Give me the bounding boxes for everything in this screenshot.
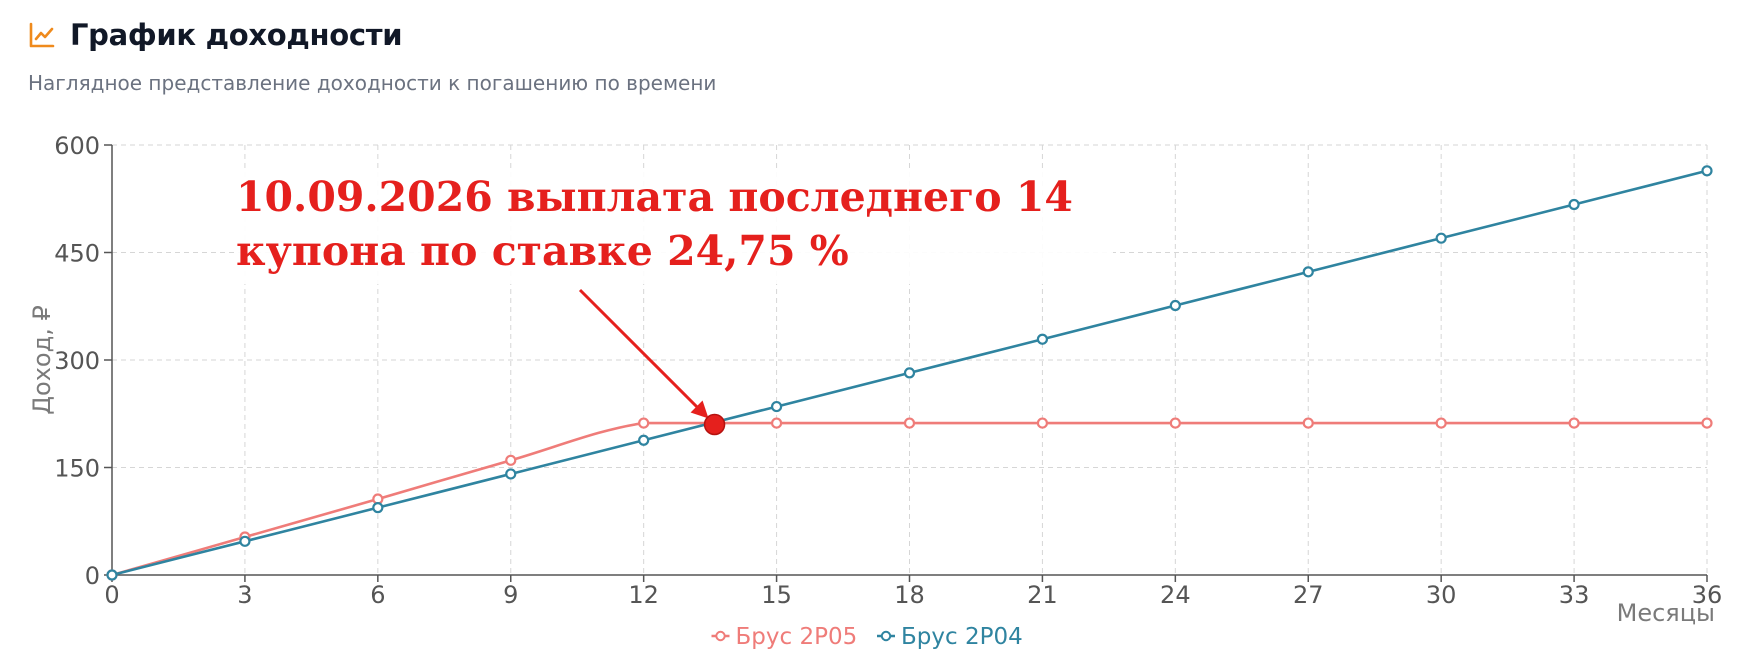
series-point-0 (770, 417, 783, 429)
series-point-1 (1169, 299, 1181, 312)
series-point-1 (638, 434, 650, 446)
y-axis-title: Доход, ₽ (28, 305, 56, 414)
x-tick-label: 33 (1559, 581, 1590, 609)
series-point-0 (1435, 417, 1447, 429)
page-title: График доходности (70, 18, 403, 52)
y-tick-label: 150 (54, 455, 100, 483)
annotation-arrow-line (578, 288, 704, 414)
series-point-1 (1036, 333, 1049, 345)
series-point-1 (372, 502, 384, 514)
x-tick-label: 6 (370, 581, 385, 609)
series-point-0 (638, 417, 650, 429)
page-subtitle: Наглядное представление доходности к пог… (28, 71, 717, 95)
series-point-0 (1302, 417, 1314, 429)
series-point-1 (1701, 165, 1713, 177)
series-point-0 (903, 417, 916, 429)
line-chart-icon (29, 22, 55, 48)
x-tick-label: 27 (1293, 581, 1324, 609)
x-axis-title: Месяцы (1617, 599, 1715, 627)
series-point-0 (505, 454, 517, 466)
series-point-0 (1036, 417, 1049, 429)
annotation-line-1: 10.09.2026 выплата последнего 14 (236, 173, 1073, 221)
x-tick-label: 24 (1160, 581, 1191, 609)
x-tick-label: 15 (761, 581, 792, 609)
x-tick-label: 9 (503, 581, 518, 609)
annotation-marker (703, 413, 726, 436)
legend-swatch-point-1 (880, 630, 892, 642)
x-tick-label: 18 (894, 581, 925, 609)
legend-label-0: Брус 2Р05 (736, 624, 858, 650)
series-point-1 (1435, 232, 1447, 244)
legend-swatch-point-0 (715, 630, 726, 642)
legend-label-1: Брус 2Р04 (901, 624, 1023, 650)
x-tick-label: 0 (104, 581, 119, 609)
series-point-1 (505, 468, 517, 480)
annotation-line-2: купона по ставке 24,75 % (236, 227, 849, 275)
series-point-1 (903, 367, 916, 379)
series-point-0 (1701, 417, 1713, 429)
x-tick-label: 30 (1426, 581, 1457, 609)
annotation-text: 10.09.2026 выплата последнего 14 купона … (236, 170, 1113, 284)
y-tick-label: 600 (54, 132, 100, 160)
y-tick-label: 450 (54, 240, 100, 268)
annotation-arrow-head (690, 400, 709, 419)
series-point-1 (770, 400, 783, 413)
series-point-1 (106, 569, 118, 581)
x-tick-label: 36 (1692, 581, 1723, 609)
x-tick-label: 12 (628, 581, 659, 609)
series-point-0 (1568, 417, 1580, 429)
series-point-0 (1169, 417, 1181, 429)
series-point-1 (1568, 198, 1580, 211)
series-point-1 (239, 535, 251, 547)
series-point-1 (1302, 266, 1314, 278)
x-tick-label: 21 (1027, 581, 1058, 609)
x-tick-label: 3 (237, 581, 252, 609)
chart-header: График доходности (28, 18, 403, 52)
y-tick-label: 300 (54, 347, 100, 375)
y-tick-label: 0 (85, 562, 100, 590)
